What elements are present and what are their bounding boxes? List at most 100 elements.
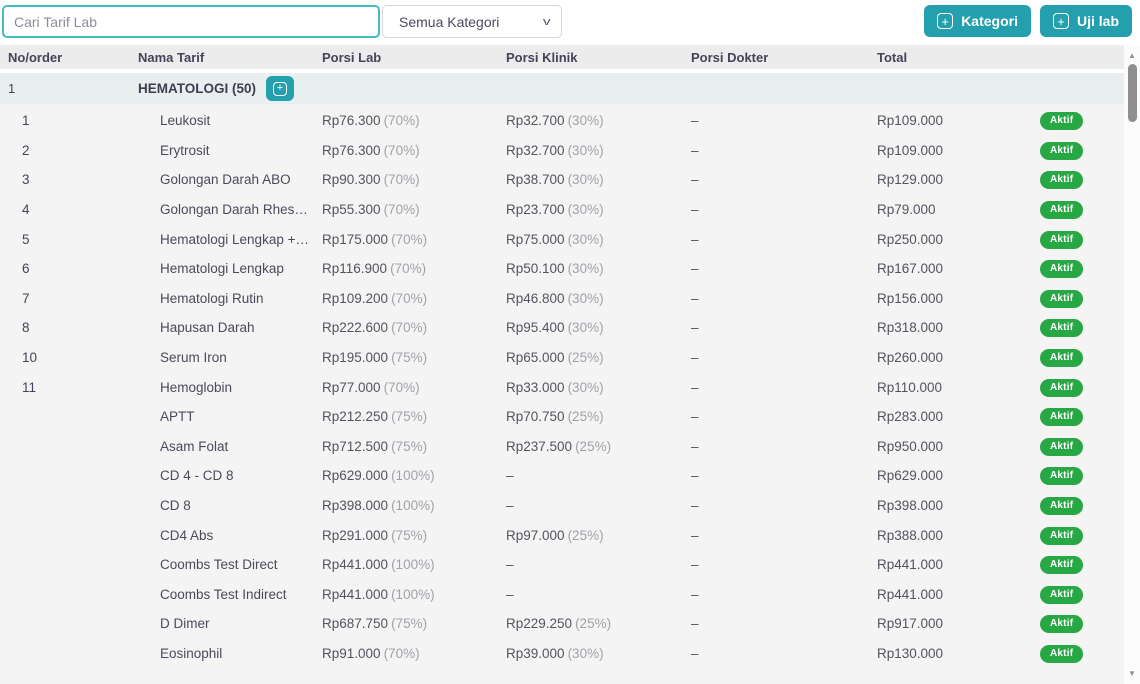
row-porsi-lab: Rp55.300 (70%) xyxy=(322,202,420,218)
table-row: 1 Leukosit Rp76.300 (70%) Rp32.700 (30%) –… xyxy=(0,106,1124,136)
row-porsi-klinik: Rp70.750 (25%) xyxy=(506,409,604,425)
row-order-number: 8 xyxy=(22,320,30,336)
row-total: Rp441.000 xyxy=(877,586,944,602)
row-porsi-klinik: Rp97.000 (25%) xyxy=(506,527,604,543)
table-row: 10 Serum Iron Rp195.000 (75%) Rp65.000 (25… xyxy=(0,343,1124,373)
row-porsi-lab: Rp195.000 (75%) xyxy=(322,350,428,366)
table-row: 4 Golongan Darah Rhes… Rp55.300 (70%) Rp2… xyxy=(0,195,1124,225)
row-tariff-name: Erytrosit xyxy=(160,142,210,158)
scroll-down-icon[interactable]: ▼ xyxy=(1128,669,1136,678)
search-input[interactable] xyxy=(2,5,380,38)
plus-icon: + xyxy=(937,13,954,29)
row-status-cell: Aktif xyxy=(1040,437,1124,456)
status-badge: Aktif xyxy=(1040,378,1084,397)
row-total: Rp130.000 xyxy=(877,645,944,661)
status-badge: Aktif xyxy=(1040,615,1084,634)
row-porsi-lab: Rp712.500 (75%) xyxy=(322,438,428,454)
row-porsi-dokter: – xyxy=(691,616,699,632)
row-porsi-klinik: Rp33.000 (30%) xyxy=(506,379,604,395)
status-badge: Aktif xyxy=(1040,526,1084,545)
row-porsi-klinik: Rp95.400 (30%) xyxy=(506,320,604,336)
status-badge: Aktif xyxy=(1040,556,1084,575)
header-nama-tarif: Nama Tarif xyxy=(138,49,205,65)
row-porsi-dokter: – xyxy=(691,527,699,543)
row-tariff-name: Eosinophil xyxy=(160,645,223,661)
row-porsi-dokter: – xyxy=(691,261,699,277)
table-row: Coombs Test Direct Rp441.000 (100%) – – R… xyxy=(0,550,1124,580)
row-status-cell: Aktif xyxy=(1040,466,1124,486)
row-porsi-klinik: Rp39.000 (30%) xyxy=(506,645,604,661)
add-uji-lab-label: Uji lab xyxy=(1076,13,1119,29)
row-tariff-name: Hematologi Lengkap xyxy=(160,261,284,277)
scrollbar-thumb[interactable] xyxy=(1127,64,1137,122)
status-badge: Aktif xyxy=(1040,319,1084,338)
row-porsi-lab: Rp109.200 (70%) xyxy=(322,290,428,306)
row-porsi-dokter: – xyxy=(691,320,699,336)
add-kategori-button[interactable]: + Kategori xyxy=(924,5,1031,37)
status-badge: Aktif xyxy=(1040,467,1084,486)
toolbar-buttons: + Kategori + Uji lab xyxy=(924,5,1132,37)
header-porsi-lab: Porsi Lab xyxy=(322,49,382,65)
row-tariff-name: D Dimer xyxy=(160,616,210,632)
table-row: CD4 Abs Rp291.000 (75%) Rp97.000 (25%) – R… xyxy=(0,520,1124,550)
row-total: Rp250.000 xyxy=(877,231,944,247)
table-row: Coombs Test Indirect Rp441.000 (100%) – –… xyxy=(0,580,1124,610)
row-porsi-klinik: Rp38.700 (30%) xyxy=(506,172,604,188)
category-select[interactable]: Semua Kategori v xyxy=(382,5,562,38)
row-porsi-lab: Rp76.300 (70%) xyxy=(322,142,420,158)
row-tariff-name: Hapusan Darah xyxy=(160,320,255,336)
status-badge: Aktif xyxy=(1040,112,1084,131)
row-total: Rp388.000 xyxy=(877,527,944,543)
row-status-cell: Aktif xyxy=(1040,407,1124,427)
row-porsi-dokter: – xyxy=(691,379,699,395)
row-tariff-name: Golongan Darah Rhes… xyxy=(160,202,308,218)
row-porsi-klinik: – xyxy=(506,586,514,602)
row-porsi-lab: Rp76.300 (70%) xyxy=(322,113,420,129)
plus-icon: + xyxy=(273,81,288,96)
header-porsi-dokter: Porsi Dokter xyxy=(691,49,769,65)
row-tariff-name: Hemoglobin xyxy=(160,379,233,395)
vertical-scrollbar[interactable]: ▲ ▼ xyxy=(1124,46,1140,684)
row-order-number: 6 xyxy=(22,261,30,277)
row-status-cell: Aktif xyxy=(1040,170,1124,190)
row-tariff-name: Asam Folat xyxy=(160,438,229,454)
table-row: 5 Hematologi Lengkap +… Rp175.000 (70%) R… xyxy=(0,224,1124,254)
row-porsi-dokter: – xyxy=(691,586,699,602)
row-porsi-klinik: Rp46.800 (30%) xyxy=(506,290,604,306)
row-porsi-dokter: – xyxy=(691,172,699,188)
row-tariff-name: Hematologi Rutin xyxy=(160,290,264,306)
row-porsi-lab: Rp441.000 (100%) xyxy=(322,557,435,573)
row-porsi-dokter: – xyxy=(691,142,699,158)
row-total: Rp156.000 xyxy=(877,290,944,306)
row-total: Rp109.000 xyxy=(877,142,944,158)
status-badge: Aktif xyxy=(1040,171,1084,190)
row-tariff-name: APTT xyxy=(160,409,195,425)
add-uji-lab-button[interactable]: + Uji lab xyxy=(1039,5,1132,37)
row-status-cell: Aktif xyxy=(1040,200,1124,220)
row-total: Rp398.000 xyxy=(877,498,944,514)
table-row: APTT Rp212.250 (75%) Rp70.750 (25%) – Rp28… xyxy=(0,402,1124,432)
row-porsi-klinik: Rp32.700 (30%) xyxy=(506,113,604,129)
row-status-cell: Aktif xyxy=(1040,141,1124,160)
row-porsi-lab: Rp222.600 (70%) xyxy=(322,320,428,336)
category-select-value: Semua Kategori xyxy=(399,13,500,30)
status-badge: Aktif xyxy=(1040,585,1084,604)
row-total: Rp950.000 xyxy=(877,438,944,454)
row-porsi-klinik: – xyxy=(506,468,514,484)
row-porsi-dokter: – xyxy=(691,290,699,306)
table-row: D Dimer Rp687.750 (75%) Rp229.250 (25%) – … xyxy=(0,609,1124,639)
scroll-up-icon[interactable]: ▲ xyxy=(1128,51,1136,60)
row-status-cell: Aktif xyxy=(1040,259,1124,279)
row-porsi-lab: Rp212.250 (75%) xyxy=(322,409,428,425)
row-status-cell: Aktif xyxy=(1040,378,1124,397)
row-porsi-lab: Rp116.900 (70%) xyxy=(322,261,427,277)
row-order-number: 1 xyxy=(22,113,30,129)
expand-category-button[interactable]: + xyxy=(266,76,295,101)
table-row: 6 Hematologi Lengkap Rp116.900 (70%) Rp50… xyxy=(0,254,1124,284)
row-total: Rp629.000 xyxy=(877,468,944,484)
status-badge: Aktif xyxy=(1040,289,1084,308)
status-badge: Aktif xyxy=(1040,497,1084,516)
row-porsi-dokter: – xyxy=(691,557,699,573)
row-porsi-klinik: Rp50.100 (30%) xyxy=(506,261,604,277)
